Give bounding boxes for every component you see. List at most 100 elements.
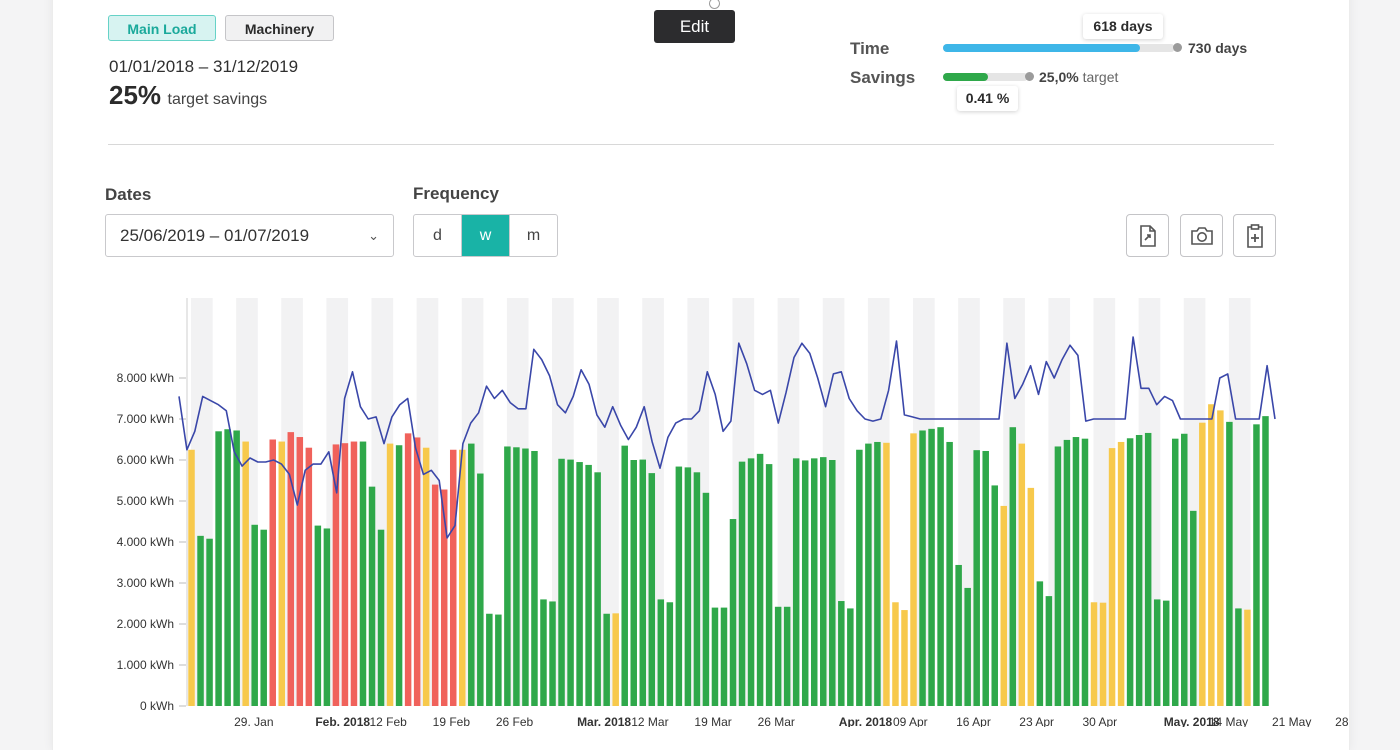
bar xyxy=(838,601,845,706)
bar xyxy=(1090,602,1098,706)
bar xyxy=(1144,432,1152,706)
x-tick-label: 14 May xyxy=(1209,715,1248,727)
bar xyxy=(188,449,195,706)
bar xyxy=(865,443,872,706)
bar xyxy=(233,430,240,706)
x-tick-label: Apr. 2018 xyxy=(839,715,893,727)
bar xyxy=(341,443,349,706)
week-band xyxy=(1228,298,1251,706)
bar xyxy=(1054,446,1062,706)
bar xyxy=(413,437,421,706)
savings-target-dot xyxy=(1025,72,1034,81)
bar xyxy=(215,431,222,706)
savings-progress-fill xyxy=(943,73,989,81)
bar xyxy=(829,460,836,706)
x-tick-label: 26 Mar xyxy=(758,715,795,727)
x-tick-label: 12 Feb xyxy=(370,715,408,727)
bar xyxy=(910,433,917,706)
bar xyxy=(765,464,773,706)
bar xyxy=(1036,581,1044,706)
time-progress-track xyxy=(943,44,1175,52)
frequency-option-w[interactable]: w xyxy=(461,215,509,256)
clipboard-button[interactable] xyxy=(1233,214,1276,257)
y-tick-label: 8.000 kWh xyxy=(117,371,174,385)
x-tick-label: 28 xyxy=(1335,715,1349,727)
frequency-label: Frequency xyxy=(413,184,499,203)
bar xyxy=(422,447,430,706)
time-progress-fill xyxy=(943,44,1141,52)
bar xyxy=(684,467,692,706)
baseline-series xyxy=(178,336,1276,539)
bar xyxy=(1063,439,1071,706)
bar xyxy=(648,473,656,706)
bar xyxy=(459,449,466,706)
bar xyxy=(1235,608,1242,706)
clipboard-add-icon xyxy=(1246,223,1263,248)
bar xyxy=(1190,510,1197,706)
bar xyxy=(1208,404,1215,706)
x-tick-label: Mar. 2018 xyxy=(577,715,631,727)
tag-machinery[interactable]: Machinery xyxy=(225,15,334,41)
edit-tooltip: Edit xyxy=(654,10,735,43)
bar xyxy=(404,433,412,706)
bar xyxy=(1153,599,1161,706)
bar xyxy=(1108,448,1116,706)
x-tick-label: 19 Mar xyxy=(694,715,731,727)
bar xyxy=(756,453,764,706)
time-current-pill: 618 days xyxy=(1083,14,1163,39)
bar xyxy=(928,428,935,706)
bar xyxy=(323,528,331,706)
bar xyxy=(431,484,439,706)
dates-label: Dates xyxy=(105,185,152,204)
bar xyxy=(531,450,538,706)
bar xyxy=(486,613,493,706)
frequency-option-m[interactable]: m xyxy=(509,215,557,256)
bar xyxy=(594,472,601,706)
period-range: 01/01/2018 – 31/12/2019 xyxy=(109,57,299,76)
bar xyxy=(1126,438,1134,706)
x-tick-label: 16 Apr xyxy=(956,715,991,727)
savings-current-pill: 0.41 % xyxy=(957,86,1018,111)
section-divider xyxy=(108,144,1274,145)
time-total: 730 days xyxy=(1188,40,1247,56)
savings-label: Savings xyxy=(850,68,916,87)
bar xyxy=(513,447,520,706)
bar xyxy=(1072,437,1080,706)
y-tick-label: 7.000 kWh xyxy=(117,412,174,426)
x-tick-label: 30 Apr xyxy=(1082,715,1117,727)
camera-icon xyxy=(1190,226,1213,245)
bar xyxy=(495,614,502,706)
x-tick-label: Feb. 2018 xyxy=(315,715,370,727)
bar xyxy=(603,613,610,706)
week-band xyxy=(597,298,619,706)
export-button[interactable] xyxy=(1126,214,1169,257)
x-axis: 29. Jan Feb. 2018 12 Feb 19 Feb 26 Feb Mar. 2… xyxy=(234,715,1349,727)
bar xyxy=(630,460,637,706)
snapshot-button[interactable] xyxy=(1180,214,1223,257)
bar xyxy=(1099,602,1107,706)
tag-main-load[interactable]: Main Load xyxy=(108,15,216,41)
bar xyxy=(720,607,728,706)
bar xyxy=(449,449,457,706)
bar-series xyxy=(188,404,1269,706)
bar xyxy=(549,601,556,706)
bar xyxy=(693,472,701,706)
bar xyxy=(1162,600,1170,706)
frequency-option-d[interactable]: d xyxy=(433,227,442,244)
dates-select[interactable]: 25/06/2019 – 01/07/2019 ⌄ xyxy=(105,214,394,257)
bar xyxy=(1018,443,1026,706)
chevron-down-icon: ⌄ xyxy=(368,228,379,243)
bar xyxy=(892,602,899,706)
bar xyxy=(1253,424,1260,706)
x-tick-label: May. 2018 xyxy=(1164,715,1220,727)
bar xyxy=(883,442,890,706)
bar xyxy=(783,606,791,706)
energy-chart: 0 kWh 1.000 kWh 2.000 kWh 3.000 kWh 4.000 kW… xyxy=(117,298,1349,727)
bar xyxy=(747,458,755,706)
bar xyxy=(1171,438,1179,706)
y-tick-label: 1.000 kWh xyxy=(117,658,174,672)
bar xyxy=(955,564,962,706)
bar xyxy=(350,441,358,706)
bar xyxy=(377,529,385,706)
bar xyxy=(621,445,628,706)
